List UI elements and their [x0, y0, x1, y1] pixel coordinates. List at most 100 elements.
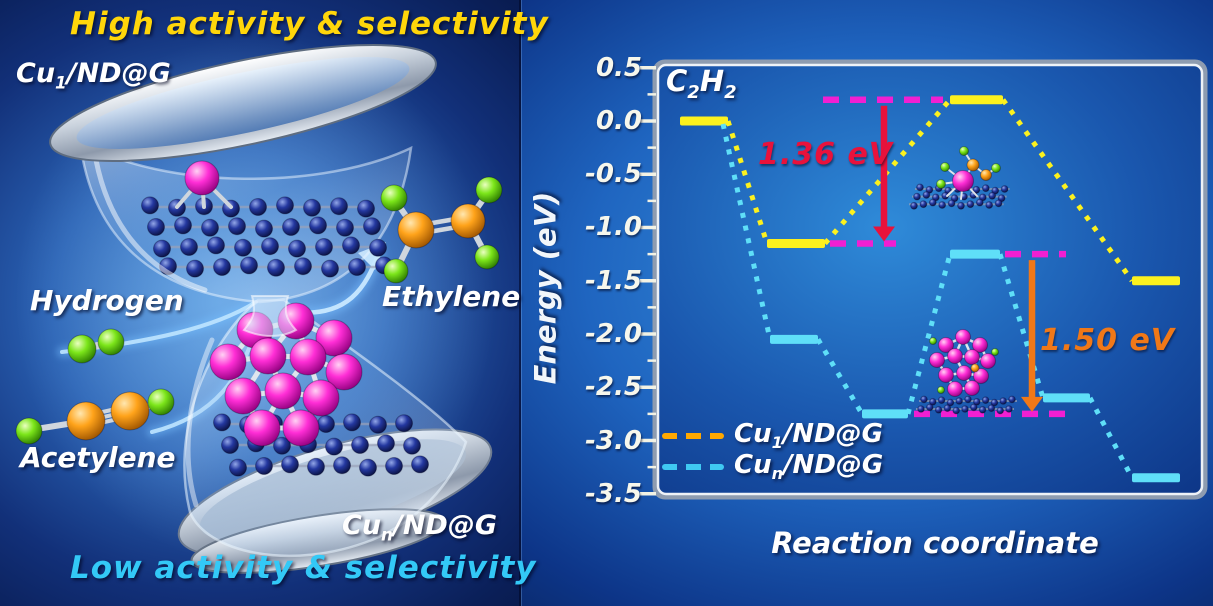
carbon-atom: [141, 196, 159, 215]
hydrogen-atom: [475, 176, 503, 204]
energy-diagram: [640, 59, 1208, 500]
figure-title-bottom: Low activity & selectivity: [70, 550, 537, 586]
carbon-atom: [938, 201, 947, 209]
carbon-atom: [957, 201, 965, 210]
panel-divider: [519, 0, 521, 606]
hydrogen-atom: [67, 334, 97, 364]
carbon-atom: [1000, 185, 1009, 193]
energy-levels-cun: [720, 123, 1180, 483]
carbon-atom: [348, 258, 366, 276]
carbon-atom: [325, 437, 343, 456]
carbon-atom: [110, 391, 150, 431]
barrier-arrow-136: [873, 105, 895, 242]
carbon-atom: [180, 238, 198, 256]
carbon-atom: [321, 259, 339, 278]
carbon-atom: [997, 194, 1006, 203]
energy-level: [1132, 473, 1180, 483]
carbon-atom: [369, 415, 387, 434]
illustration: [15, 35, 503, 574]
energy-connector: [815, 338, 865, 416]
carbon-atom: [988, 191, 997, 200]
y-tick-label: -1.5: [585, 266, 642, 296]
carbon-atom: [922, 191, 931, 199]
legend-row-cu1: Cu1/ND@G: [662, 419, 883, 453]
inset-cu1-structure: [909, 146, 1010, 210]
copper-atom: [956, 365, 972, 381]
carbon-atom: [981, 396, 990, 405]
carbon-atom: [207, 236, 225, 255]
copper-atom: [315, 319, 353, 357]
carbon-atom: [309, 216, 327, 235]
carbon-atom: [964, 395, 972, 404]
legend-row-cun: Cun/ND@G: [662, 450, 884, 484]
c2h2-label: C2H2: [666, 64, 737, 103]
carbon-atom: [303, 198, 321, 217]
hydrogen-atom: [937, 386, 945, 394]
inset-cun-structure: [916, 329, 1017, 415]
y-tick-label: -3.0: [585, 426, 642, 456]
energy-connector: [1000, 98, 1135, 283]
h2-molecule: [67, 328, 125, 364]
carbon-atom: [397, 211, 435, 249]
carbon-atom: [186, 259, 204, 278]
hydrogen-atom: [380, 184, 408, 212]
carbon-atom: [917, 405, 925, 413]
hourglass-top-rim: [49, 43, 437, 163]
hydrogen-atom: [929, 337, 937, 345]
carbon-atom: [981, 184, 990, 193]
copper-atom: [980, 353, 996, 369]
carbon-atom: [317, 415, 335, 433]
carbon-atom: [276, 196, 294, 215]
legend-label-cu1: Cu1/ND@G: [734, 419, 883, 453]
carbon-atom: [213, 413, 231, 432]
bottom-bulb-highlight: [185, 337, 215, 508]
carbon-atom: [403, 436, 421, 455]
y-tick-label: -3.5: [585, 479, 642, 509]
energy-level: [1043, 393, 1090, 403]
carbon-atom: [975, 198, 984, 207]
figure-title-top: High activity & selectivity: [70, 6, 549, 42]
hourglass-neck: [242, 295, 298, 337]
copper-atom: [249, 337, 287, 375]
cu-cluster: [209, 302, 363, 447]
carbon-atom: [288, 239, 306, 258]
hydrogen-atom: [991, 348, 999, 356]
energy-connector: [1087, 396, 1135, 479]
carbon-atom: [359, 458, 377, 477]
carbon-atom: [970, 363, 980, 373]
carbon-atom: [343, 413, 361, 432]
carbon-atom: [255, 457, 273, 475]
carbon-atom: [916, 183, 924, 192]
copper-atom: [209, 343, 247, 381]
y-tick-label: 0.5: [595, 53, 642, 83]
carbon-atom: [174, 216, 192, 235]
energy-level: [862, 409, 908, 419]
top-bowl-highlight: [93, 157, 208, 293]
hydrogen-atom: [991, 163, 1001, 173]
energy-levels-cu1: [680, 95, 1180, 286]
carbon-atom: [395, 414, 413, 433]
legend-dash-cu1: [662, 433, 724, 439]
carbon-atom: [931, 193, 940, 202]
carbon-atom: [1005, 405, 1013, 413]
copper-atom: [947, 348, 963, 364]
carbon-atom: [996, 406, 1005, 415]
carbon-atom: [201, 218, 219, 237]
copper-atom: [302, 379, 340, 417]
plot-frame-inner: [656, 63, 1204, 496]
carbon-atom: [330, 197, 348, 216]
carbon-atom: [973, 398, 981, 406]
cu1-label: Cu1/ND@G: [16, 58, 171, 93]
carbon-atom: [934, 406, 943, 414]
copper-atom: [973, 368, 989, 384]
carbon-atom: [1008, 395, 1016, 404]
carbon-atom: [913, 192, 921, 201]
legend-label-cun: Cun/ND@G: [734, 450, 884, 484]
carbon-atom: [336, 218, 354, 237]
copper-atom: [972, 337, 988, 353]
copper-atom: [964, 380, 980, 396]
carbon-atom: [229, 458, 247, 477]
hydrogen-atom: [474, 244, 500, 270]
energy-level: [950, 95, 1003, 105]
carbon-atom: [153, 239, 171, 258]
